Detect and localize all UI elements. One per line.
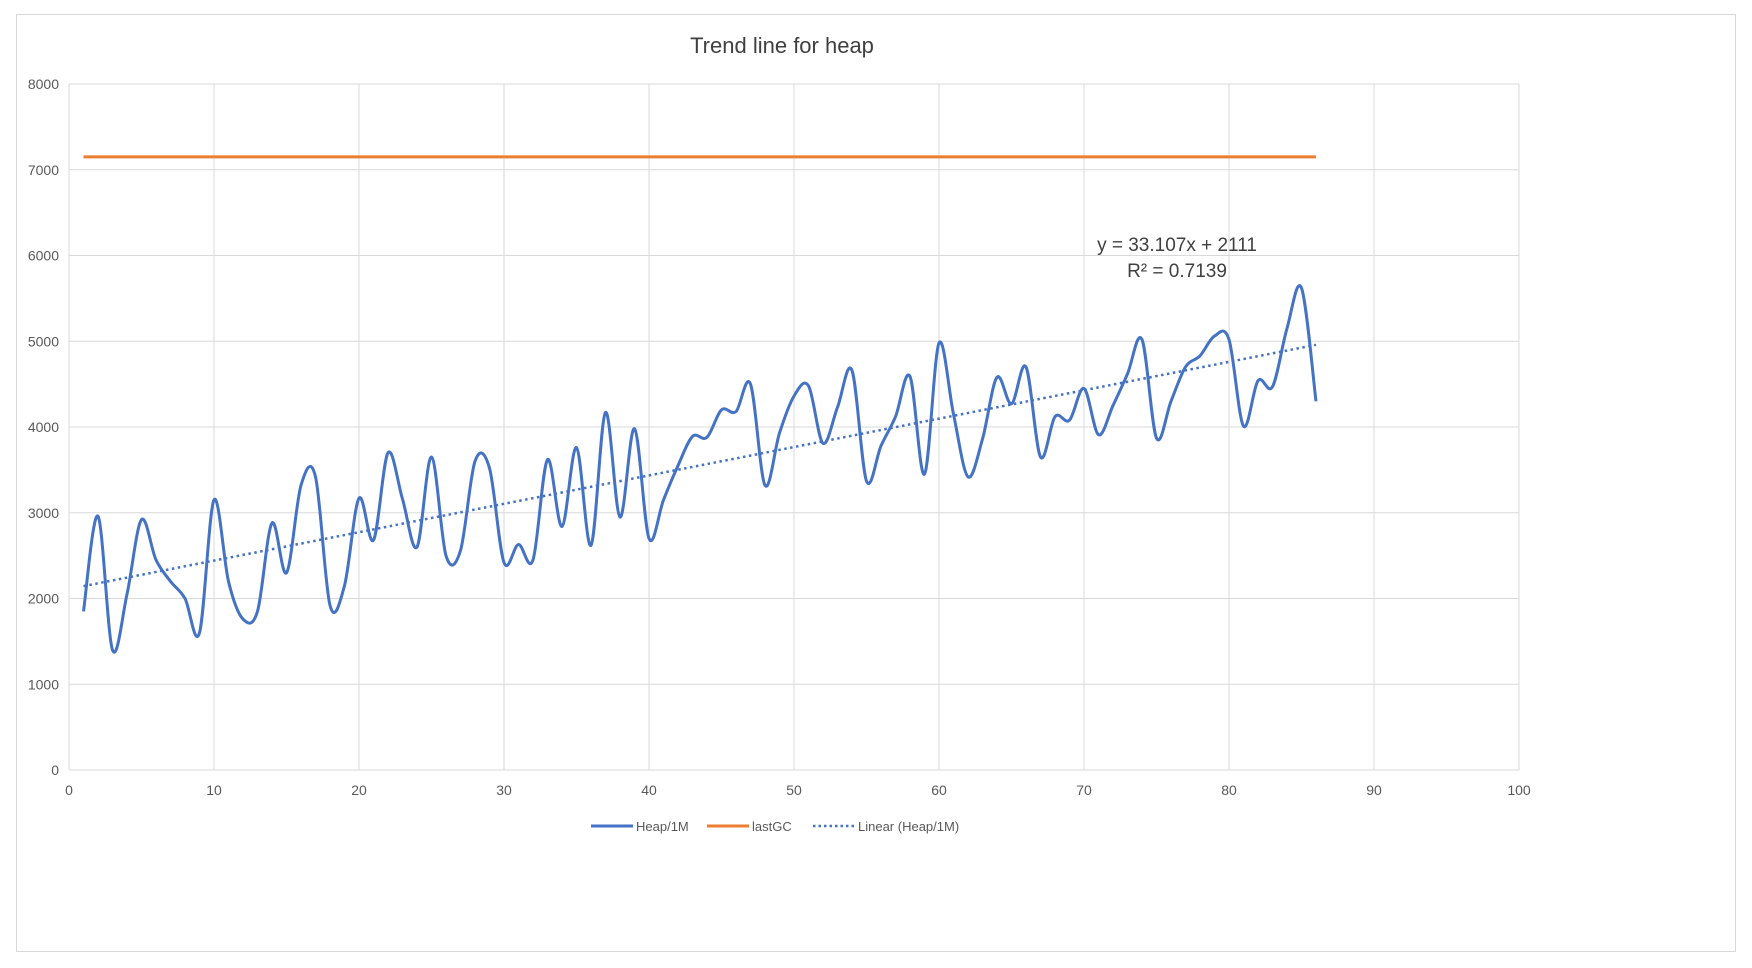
- x-tick-label: 90: [1366, 782, 1382, 798]
- y-tick-label: 5000: [28, 333, 59, 349]
- legend-item-lastgc[interactable]: lastGC: [707, 819, 792, 834]
- y-tick-label: 0: [51, 762, 59, 778]
- y-tick-label: 4000: [28, 419, 59, 435]
- x-tick-label: 20: [351, 782, 367, 798]
- y-axis-ticks: 0 1000 2000 3000 4000 5000 6000 7000 8000: [28, 76, 59, 778]
- y-tick-label: 3000: [28, 505, 59, 521]
- y-tick-label: 6000: [28, 248, 59, 264]
- x-axis-ticks: 0 10 20 30 40 50 60 70 80 90 100: [65, 782, 1531, 798]
- legend-item-heap[interactable]: Heap/1M: [591, 819, 689, 834]
- x-tick-label: 80: [1221, 782, 1237, 798]
- legend-label-heap: Heap/1M: [636, 819, 689, 834]
- chart-title: Trend line for heap: [690, 33, 874, 58]
- line-chart: Trend line for heap 01000200030004000500…: [28, 33, 1531, 834]
- series-group: [82, 155, 1318, 654]
- legend-label-lastgc: lastGC: [752, 819, 792, 834]
- x-tick-label: 0: [65, 782, 73, 798]
- x-tick-label: 30: [496, 782, 512, 798]
- x-tick-label: 70: [1076, 782, 1092, 798]
- y-tick-label: 1000: [28, 676, 59, 692]
- y-tick-label: 7000: [28, 162, 59, 178]
- x-tick-label: 60: [931, 782, 947, 798]
- legend: Heap/1M lastGC Linear (Heap/1M): [591, 819, 959, 834]
- chart-frame: Trend line for heap 0 1000 2000 3000 4000 500…: [16, 14, 1736, 952]
- x-tick-label: 100: [1507, 782, 1531, 798]
- y-tick-label: 8000: [28, 76, 59, 92]
- series-line-linear-trend: [83, 343, 1317, 588]
- x-tick-label: 50: [786, 782, 802, 798]
- x-tick-label: 40: [641, 782, 657, 798]
- legend-item-linear[interactable]: Linear (Heap/1M): [813, 819, 959, 834]
- y-tick-label: 2000: [28, 591, 59, 607]
- x-tick-label: 10: [206, 782, 222, 798]
- legend-label-linear: Linear (Heap/1M): [858, 819, 959, 834]
- grid-lines: [68, 83, 1520, 771]
- series-line-heap: [82, 284, 1318, 654]
- trendline-r-squared: R² = 0.7139: [1127, 261, 1227, 282]
- trendline-equation: y = 33.107x + 2111: [1097, 235, 1257, 256]
